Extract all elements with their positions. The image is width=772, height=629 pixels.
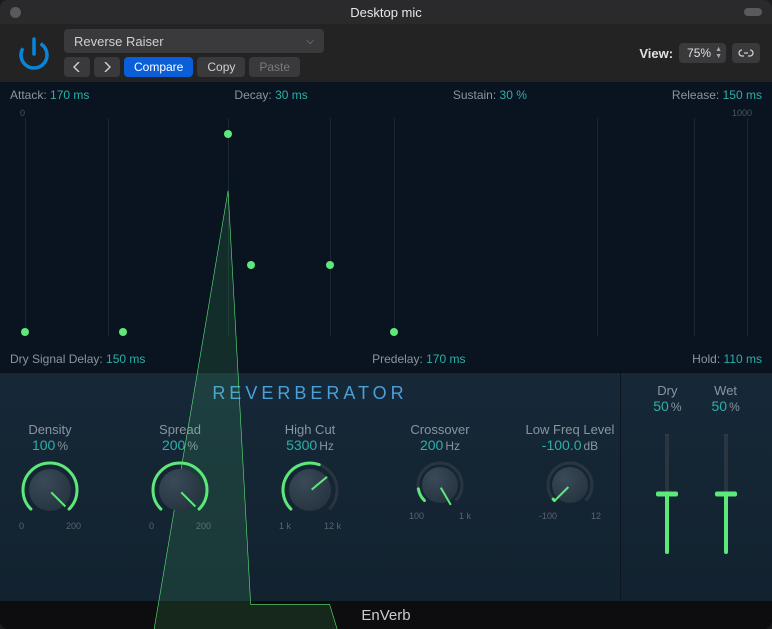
window-pill[interactable] <box>744 8 762 16</box>
next-preset-button[interactable] <box>94 57 120 77</box>
param[interactable]: Attack: 170 ms <box>10 88 89 102</box>
preset-selector[interactable]: Reverse Raiser ⌵ <box>64 29 324 53</box>
link-button[interactable] <box>732 43 760 63</box>
param[interactable]: Release: 150 ms <box>672 88 762 102</box>
copy-button[interactable]: Copy <box>197 57 245 77</box>
power-button[interactable] <box>12 31 56 75</box>
envelope-point[interactable] <box>224 130 232 138</box>
compare-button[interactable]: Compare <box>124 57 193 77</box>
param[interactable]: Sustain: 30 % <box>453 88 527 102</box>
paste-button[interactable]: Paste <box>249 57 300 77</box>
link-icon <box>738 48 754 58</box>
envelope-point[interactable] <box>326 261 334 269</box>
power-icon <box>15 34 53 72</box>
stepper-icon: ▲▼ <box>715 46 722 60</box>
chevron-down-icon: ⌵ <box>306 36 314 47</box>
slider-thumb[interactable] <box>656 492 678 497</box>
view-label: View: <box>639 46 673 61</box>
prev-preset-button[interactable] <box>64 57 90 77</box>
envelope-point[interactable] <box>390 328 398 336</box>
param[interactable]: Decay: 30 ms <box>234 88 307 102</box>
view-zoom-value: 75% <box>687 46 711 60</box>
envelope-point[interactable] <box>247 261 255 269</box>
window-title: Desktop mic <box>0 5 772 20</box>
preset-name: Reverse Raiser <box>74 34 164 49</box>
envelope-point[interactable] <box>21 328 29 336</box>
envelope-chart[interactable]: 0 1000 <box>10 108 762 346</box>
titlebar: Desktop mic <box>0 0 772 24</box>
slider-thumb[interactable] <box>715 492 737 497</box>
envelope-params-top: Attack: 170 ms Decay: 30 ms Sustain: 30 % R… <box>0 82 772 108</box>
toolbar: Reverse Raiser ⌵ Compare Copy Paste View… <box>0 24 772 82</box>
view-zoom-selector[interactable]: 75% ▲▼ <box>679 43 726 63</box>
envelope-point[interactable] <box>119 328 127 336</box>
